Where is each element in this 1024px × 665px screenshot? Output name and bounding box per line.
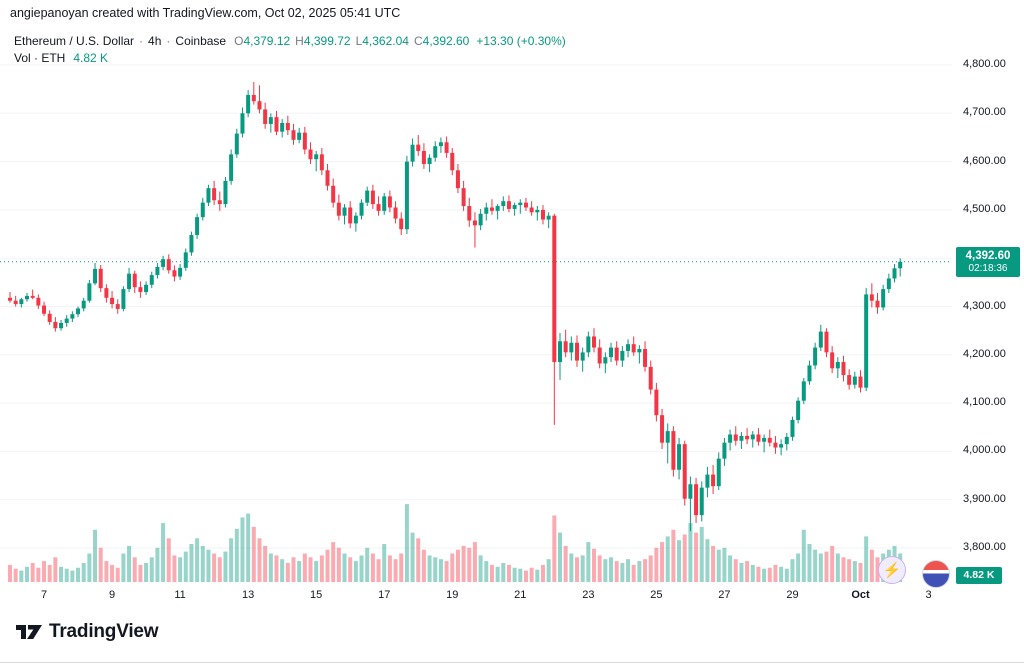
current-volume-badge: 4.82 K (956, 567, 1002, 584)
current-price-value: 4,392.60 (965, 249, 1011, 262)
volume-label[interactable]: Vol · ETH (14, 51, 66, 65)
ohlc-values: O4,379.12 H4,399.72 L4,362.04 C4,392.60 (234, 34, 474, 48)
volume-value: 4.82 K (73, 51, 109, 65)
price-tick-label: 4,100.00 (963, 396, 1006, 409)
brand-name: TradingView (49, 621, 159, 642)
attribution-text: angiepanoyan created with TradingView.co… (10, 6, 401, 20)
price-tick-label: 4,500.00 (963, 202, 1006, 215)
legend-separator: · (166, 34, 171, 48)
change-value: +13.30 (+0.30%) (476, 34, 566, 48)
price-tick-label: 4,300.00 (963, 299, 1006, 312)
bar-countdown: 02:18:36 (968, 262, 1008, 274)
price-tick-label: 4,200.00 (963, 347, 1006, 360)
high-value: 4,399.72 (303, 34, 351, 48)
time-tick-label: 13 (242, 589, 255, 601)
time-tick-label: 15 (310, 589, 323, 601)
time-tick-label: 9 (108, 589, 116, 601)
time-tick-label: 23 (582, 589, 595, 601)
interval-label[interactable]: 4h (148, 34, 162, 48)
time-tick-label: 27 (718, 589, 731, 601)
price-axis[interactable]: 4,800.004,700.004,600.004,500.004,400.00… (955, 0, 1024, 588)
price-tick-label: 4,700.00 (963, 106, 1006, 119)
time-tick-label: 25 (650, 589, 663, 601)
time-tick-label: Oct (851, 589, 870, 601)
price-tick-label: 4,000.00 (963, 444, 1006, 457)
legend-separator: · (139, 34, 144, 48)
current-price-badge: 4,392.60 02:18:36 (956, 246, 1020, 277)
tradingview-logo-icon (16, 625, 42, 639)
bottom-divider (0, 662, 1024, 663)
close-value: 4,392.60 (422, 34, 470, 48)
symbol-title[interactable]: Ethereum / U.S. Dollar (14, 34, 135, 48)
time-tick-label: 21 (514, 589, 527, 601)
lightning-emoji-icon[interactable]: ⚡ (878, 556, 906, 584)
lightning-glyph: ⚡ (882, 562, 902, 579)
price-chart[interactable] (0, 0, 955, 604)
time-tick-label: 3 (925, 589, 932, 601)
price-tick-label: 3,800.00 (963, 541, 1006, 553)
time-tick-label: 11 (174, 589, 186, 601)
time-tick-label: 19 (446, 589, 459, 601)
price-tick-label: 3,900.00 (963, 492, 1006, 505)
open-value: 4,379.12 (243, 34, 291, 48)
volume-legend: Vol · ETH 4.82 K (14, 51, 108, 65)
volume-series (8, 504, 903, 582)
chart-legend: Ethereum / U.S. Dollar · 4h · Coinbase O… (14, 34, 566, 48)
time-tick-label: 17 (378, 589, 391, 601)
time-tick-label: 29 (786, 589, 799, 601)
exchange-label: Coinbase (175, 34, 227, 48)
price-tick-label: 4,600.00 (963, 154, 1006, 167)
footer-branding[interactable]: TradingView (16, 620, 159, 644)
time-axis[interactable]: 7 9 11 13 15 17 19 21 23 25 27 29 Oct 3 (0, 589, 955, 605)
grid-lines (0, 64, 952, 549)
low-label: L (355, 34, 363, 48)
open-label: O (234, 34, 244, 48)
price-tick-label: 4,800.00 (963, 58, 1006, 70)
ball-emoji-icon[interactable] (922, 560, 950, 588)
low-value: 4,362.04 (362, 34, 409, 48)
time-tick-label: 7 (40, 589, 48, 601)
candle-series (8, 81, 903, 532)
high-label: H (295, 34, 304, 48)
close-label: C (413, 34, 423, 48)
